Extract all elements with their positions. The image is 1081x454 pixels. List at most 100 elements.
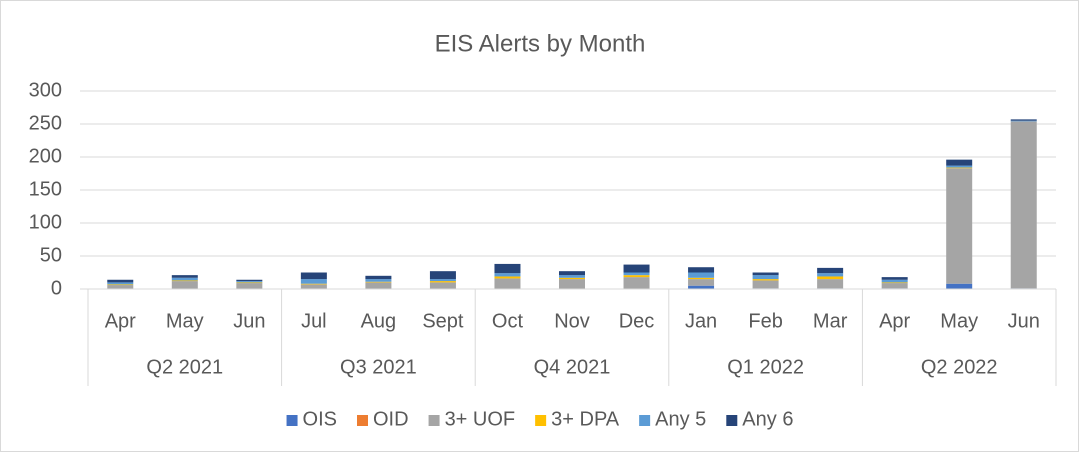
bar-segment — [623, 277, 650, 289]
bar-segment — [817, 279, 844, 289]
bar-segment — [494, 276, 521, 279]
bar-segment — [300, 284, 327, 289]
x-tick-label: Aug — [361, 310, 397, 332]
x-tick-label: Dec — [619, 310, 655, 332]
x-tick-label: Mar — [813, 310, 848, 332]
x-tick-label: Jul — [301, 310, 327, 332]
bar-segment — [171, 281, 198, 289]
bar-segment — [688, 277, 715, 280]
bar-segment — [881, 282, 908, 284]
bar-segment — [494, 273, 521, 277]
legend-label: Any 5 — [655, 408, 706, 430]
bar-segment — [494, 263, 521, 274]
x-tick-label: Apr — [879, 310, 910, 332]
y-tick-label: 100 — [29, 211, 62, 233]
bar-segment — [236, 282, 263, 284]
x-tick-label: Apr — [105, 310, 136, 332]
bar-segment — [688, 267, 715, 273]
bar-segment — [752, 272, 779, 276]
bar-segment — [559, 279, 585, 289]
bar-segment — [300, 272, 327, 280]
bar-segment — [946, 283, 973, 289]
bar-segment — [946, 165, 973, 168]
bar-segment — [236, 281, 263, 283]
bar-segment — [817, 273, 844, 277]
bar-segment — [236, 279, 263, 282]
group-label: Q3 2021 — [340, 356, 417, 378]
bar-segment — [429, 279, 456, 282]
bar-segment — [429, 282, 456, 289]
bar-segment — [1010, 120, 1037, 122]
x-tick-label: Feb — [748, 310, 782, 332]
legend-swatch — [428, 415, 440, 426]
bar-segment — [429, 271, 456, 280]
legend-label: OIS — [303, 408, 337, 430]
bar-segment — [107, 279, 134, 283]
bar-segment — [752, 280, 779, 289]
legend-swatch — [357, 415, 368, 426]
bar-segment — [107, 284, 134, 286]
bar-segment — [365, 279, 392, 282]
x-tick-label: Sept — [422, 310, 464, 332]
x-tick-label: May — [166, 310, 204, 332]
legend-swatch — [286, 415, 298, 426]
bar-segment — [623, 272, 650, 276]
bar-segment — [881, 279, 908, 283]
bar-segment — [300, 279, 327, 284]
group-label: Q4 2021 — [534, 356, 611, 378]
group-label: Q2 2021 — [146, 356, 223, 378]
y-tick-label: 200 — [29, 145, 62, 167]
legend-label: 3+ DPA — [551, 408, 620, 430]
legend-label: 3+ UOF — [445, 408, 516, 430]
bar-segment — [881, 283, 908, 289]
x-tick-label: Oct — [492, 310, 524, 332]
chart-title: EIS Alerts by Month — [435, 30, 646, 57]
bar-segment — [171, 277, 198, 281]
y-tick-label: 0 — [51, 277, 62, 299]
x-tick-label: Nov — [554, 310, 590, 332]
bar-segment — [107, 282, 134, 285]
bar-segment — [171, 280, 198, 282]
bar-segment — [559, 275, 585, 278]
x-tick-label: Jan — [685, 310, 717, 332]
bar-segment — [623, 264, 650, 273]
group-label: Q2 2022 — [921, 356, 998, 378]
bar-segment — [1010, 119, 1037, 121]
bar-segment — [494, 278, 521, 289]
bar-segment — [236, 283, 263, 289]
bar-segment — [752, 275, 779, 280]
bar-segment — [1010, 121, 1037, 289]
bar-segment — [559, 271, 585, 276]
bar-segment — [946, 168, 973, 284]
y-tick-label: 50 — [40, 244, 62, 266]
bar-segment — [688, 279, 715, 286]
bar-segment — [559, 277, 585, 280]
bar-segment — [688, 285, 715, 289]
group-label: Q1 2022 — [727, 356, 804, 378]
x-tick-label: May — [940, 310, 978, 332]
bar-segment — [429, 281, 456, 283]
x-tick-label: Jun — [233, 310, 265, 332]
bar-segment — [946, 159, 973, 166]
bar-segment — [752, 279, 779, 281]
bar-segment — [623, 275, 650, 278]
legend-swatch — [535, 415, 547, 426]
y-tick-label: 300 — [29, 79, 62, 101]
bar-segment — [171, 275, 198, 278]
bar-segment — [365, 282, 392, 289]
bar-segment — [300, 283, 327, 285]
bar-segment — [365, 275, 392, 280]
legend-swatch — [639, 415, 651, 426]
bar-segment — [881, 277, 908, 280]
legend-label: Any 6 — [742, 408, 793, 430]
legend-label: OID — [373, 408, 409, 430]
x-tick-label: Jun — [1008, 310, 1040, 332]
bar-segment — [365, 281, 392, 283]
bar-segment — [817, 267, 844, 274]
bar-segment — [817, 276, 844, 280]
bar-segment — [688, 272, 715, 278]
y-tick-label: 150 — [29, 178, 62, 200]
bar-segment — [107, 285, 134, 289]
